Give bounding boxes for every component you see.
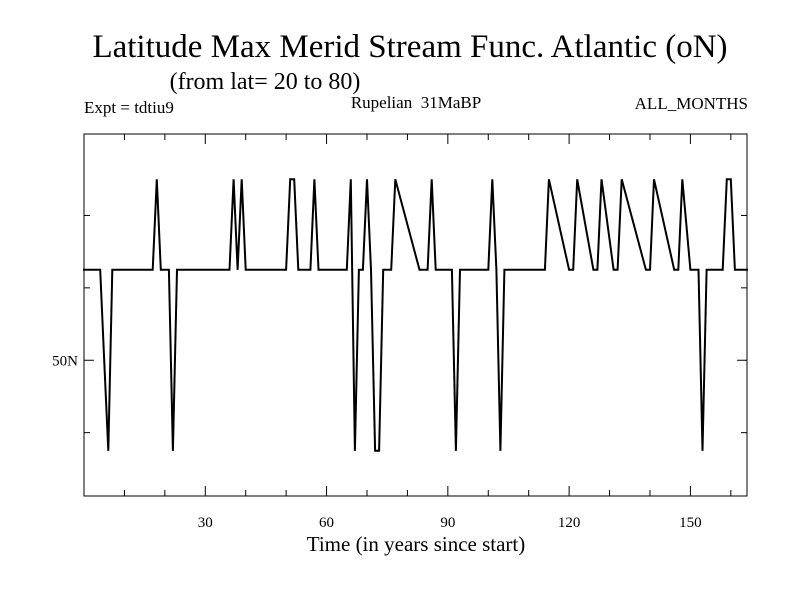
chart-subtitle: (from lat= 20 to 80) (170, 69, 361, 95)
y-axis: 50N (52, 214, 747, 434)
chart-title: Latitude Max Merid Stream Func. Atlantic… (92, 29, 727, 65)
x-tick-label: 120 (558, 515, 581, 531)
plot-area: 30 60 90 120 150 50N (52, 133, 748, 531)
plot-frame (83, 133, 748, 497)
period-label: Rupelian 31MaBP (351, 93, 481, 112)
x-axis: 30 60 90 120 150 (123, 134, 732, 531)
x-tick-label: 30 (198, 515, 213, 531)
series-line (83, 178, 748, 452)
x-axis-label: Time (in years since start) (307, 532, 526, 556)
x-tick-label: 150 (679, 515, 702, 531)
y-tick-label: 50N (52, 353, 78, 369)
season-label: ALL_MONTHS (635, 94, 748, 113)
experiment-label: Expt = tdtiu9 (84, 98, 174, 117)
x-tick-label: 60 (319, 515, 334, 531)
x-tick-label: 90 (440, 515, 455, 531)
